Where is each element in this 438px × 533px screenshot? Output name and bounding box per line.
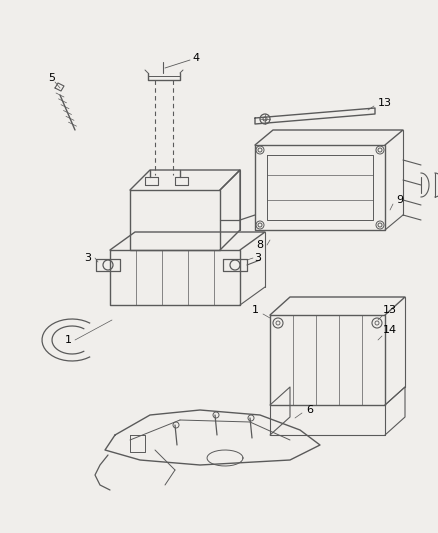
Text: 6: 6 [307, 405, 314, 415]
Text: 13: 13 [378, 98, 392, 108]
Text: 1: 1 [64, 335, 71, 345]
Text: 9: 9 [396, 195, 403, 205]
Text: 3: 3 [85, 253, 92, 263]
Text: 3: 3 [254, 253, 261, 263]
Text: 5: 5 [49, 73, 56, 83]
Text: 4: 4 [192, 53, 200, 63]
Text: 8: 8 [256, 240, 264, 250]
Text: 13: 13 [383, 305, 397, 315]
Text: 14: 14 [383, 325, 397, 335]
Text: 1: 1 [251, 305, 258, 315]
